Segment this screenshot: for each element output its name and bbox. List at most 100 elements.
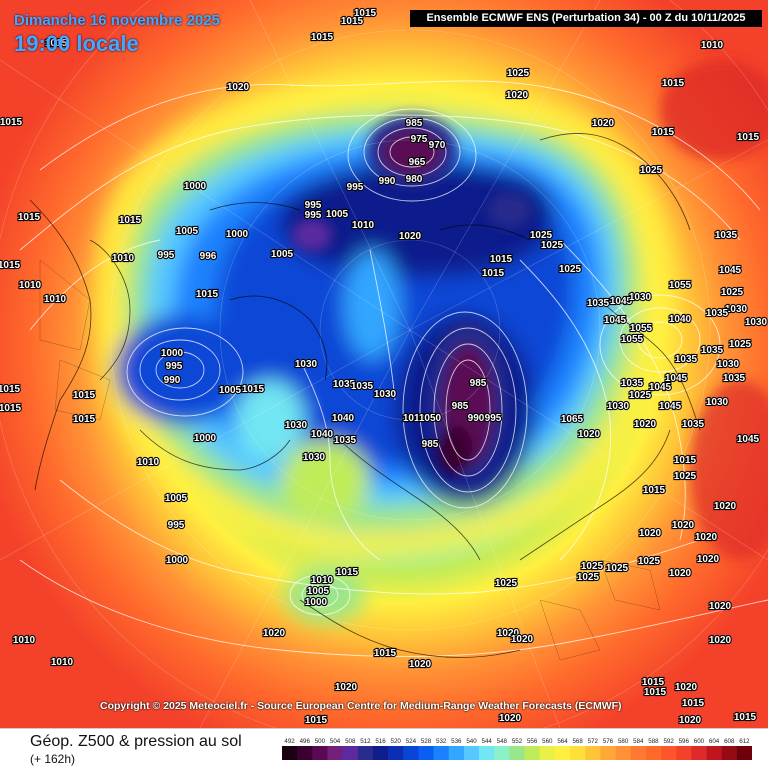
legend-swatch [312, 746, 328, 760]
pressure-label: 1065 [561, 414, 584, 425]
pressure-label: 1035 [701, 345, 724, 356]
legend-swatch [357, 746, 374, 760]
legend-value: 536 [451, 738, 462, 745]
pressure-label: 1045 [649, 382, 672, 393]
pressure-label: 1025 [729, 339, 752, 350]
color-scale-legend: 492 496 500 504 508 512 516 520 524 528 532 536 540 5… [282, 738, 752, 760]
pressure-label: 1010 [311, 575, 334, 586]
legend-value: 608 [724, 738, 735, 745]
pressure-label: 1020 [634, 419, 657, 430]
pressure-label: 1015 [490, 254, 513, 265]
legend-value: 592 [663, 738, 674, 745]
legend-value: 584 [633, 738, 644, 745]
pressure-label: 1045 [737, 434, 760, 445]
pressure-label: 1025 [674, 471, 697, 482]
pressure-label: 1010 [51, 657, 74, 668]
graticule [0, 0, 768, 728]
copyright-text: Copyright © 2025 Meteociel.fr - Source E… [100, 700, 622, 712]
pressure-label: 1050 [419, 413, 442, 424]
legend-swatch [509, 746, 525, 760]
legend-value: 508 [345, 738, 356, 745]
pressure-label: 1000 [166, 555, 189, 566]
pressure-label: 1015 [242, 384, 265, 395]
pressure-label: 1035 [706, 308, 729, 319]
pressure-label: 995 [305, 210, 322, 221]
pressure-label: 990 [468, 413, 485, 424]
pressure-label: 1010 [352, 220, 375, 231]
pressure-label: 1040 [669, 314, 692, 325]
legend-swatch [327, 746, 343, 760]
pressure-label: 1020 [499, 713, 522, 724]
pressure-label: 1035 [675, 354, 698, 365]
pressure-label: 1010 [137, 457, 160, 468]
pressure-label: 1035 [621, 378, 644, 389]
pressure-label: 1025 [495, 578, 518, 589]
pressure-label: 1025 [559, 264, 582, 275]
pressure-label: 1020 [578, 429, 601, 440]
pressure-label: 1015 [642, 677, 665, 688]
pressure-label: 1015 [643, 485, 666, 496]
pressure-label: 1025 [638, 556, 661, 567]
pressure-label: 1045 [719, 265, 742, 276]
pressure-label: 1030 [285, 420, 308, 431]
pressure-label: 1015 [0, 403, 22, 414]
pressure-label: 1015 [73, 414, 96, 425]
pressure-label: 1055 [669, 280, 692, 291]
pressure-label: 1015 [682, 698, 705, 709]
pressure-label: 1015 [737, 132, 760, 143]
pressure-label: 985 [452, 401, 469, 412]
pressure-label: 990 [379, 176, 396, 187]
legend-swatch [372, 746, 389, 760]
pressure-label: 1040 [311, 429, 334, 440]
legend-value: 600 [694, 738, 705, 745]
pressure-label: 1015 [0, 117, 23, 128]
legend-swatch [706, 746, 722, 760]
coastlines [29, 133, 701, 658]
pressure-label: 1020 [675, 682, 698, 693]
legend-value: 556 [527, 738, 538, 745]
pressure-label: 1015 [305, 715, 328, 726]
pressure-label: 1055 [630, 323, 653, 334]
legend-value: 504 [330, 738, 341, 745]
pressure-label: 1045 [665, 373, 688, 384]
pressure-label: 1015 [734, 712, 757, 723]
pressure-label: 1015 [354, 8, 377, 19]
pressure-label: 1025 [577, 572, 600, 583]
pressure-label: 1020 [669, 568, 692, 579]
legend-swatch [736, 746, 752, 760]
pressure-label: 995 [158, 250, 175, 261]
legend-swatch [479, 746, 495, 760]
pressure-label: 1025 [541, 240, 564, 251]
legend-value: 524 [406, 738, 417, 745]
pressure-label: 965 [409, 157, 426, 168]
pressure-label: 1000 [305, 597, 328, 608]
pressure-label: 1025 [507, 68, 530, 79]
legend-swatch [630, 746, 647, 760]
legend-value: 596 [679, 738, 690, 745]
pressure-label: 980 [406, 174, 423, 185]
pressure-label: 1020 [695, 532, 718, 543]
legend-value: 496 [300, 738, 311, 745]
pressure-label: 1000 [161, 348, 184, 359]
pressure-label: 1015 [119, 215, 142, 226]
legend-value: 576 [603, 738, 614, 745]
legend-value: 544 [482, 738, 493, 745]
pressure-label: 995 [305, 200, 322, 211]
pressure-label: 995 [485, 413, 502, 424]
model-run-label: Ensemble ECMWF ENS (Perturbation 34) - 0… [410, 10, 762, 27]
legend-swatch [585, 746, 601, 760]
pressure-label: 1025 [629, 390, 652, 401]
admin-borders [39, 259, 661, 661]
legend-swatch [282, 746, 298, 760]
pressure-label: 1015 [341, 16, 364, 27]
pressure-label: 1045 [610, 296, 633, 307]
pressure-label: 1055 [621, 334, 644, 345]
legend-value: 516 [375, 738, 386, 745]
legend-swatch [448, 746, 465, 760]
pressure-label: 1020 [709, 601, 732, 612]
pressure-label: 1020 [697, 554, 720, 565]
legend-value: 604 [709, 738, 720, 745]
legend-value: 548 [497, 738, 508, 745]
